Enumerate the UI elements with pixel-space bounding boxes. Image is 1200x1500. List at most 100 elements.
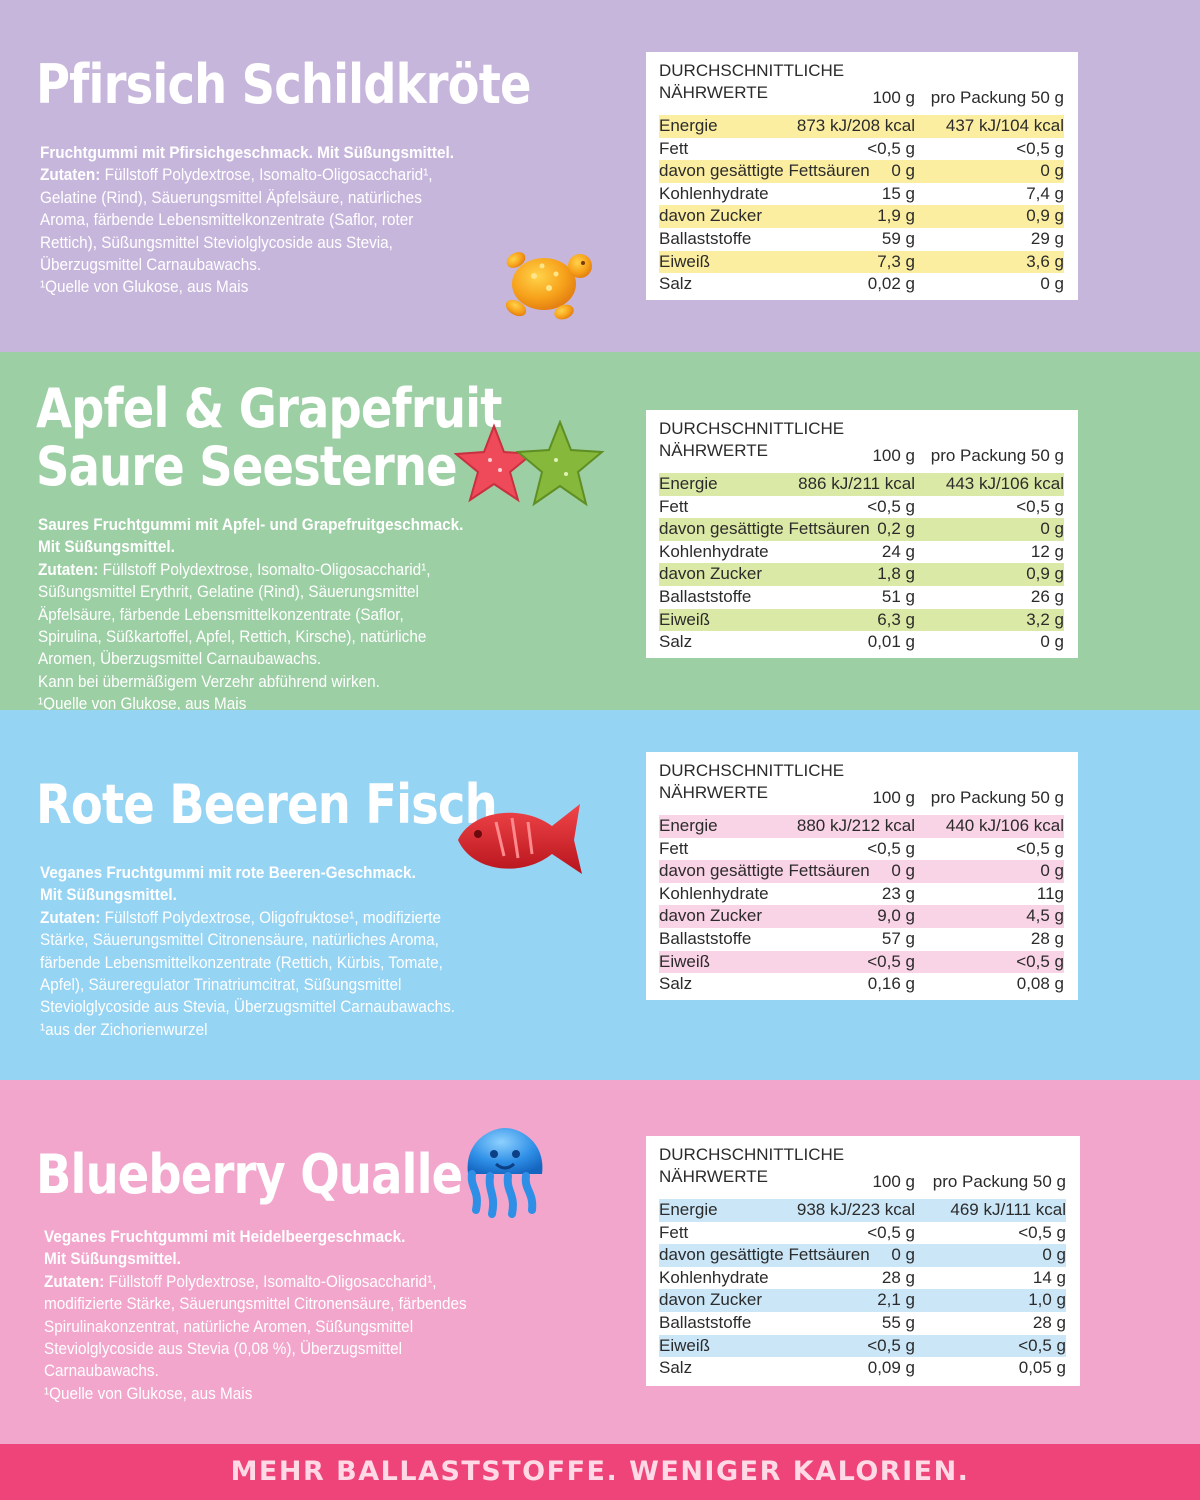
description-text: Mit Süßungsmittel. — [44, 1249, 181, 1269]
nutrition-row: Salz 0,09 g 0,05 g — [659, 1357, 1066, 1380]
nutrient-label: Ballaststoffe — [659, 928, 752, 948]
value-per-pack: <0,5 g — [1016, 838, 1064, 858]
nutrition-header-line-2: NÄHRWERTE — [659, 783, 768, 802]
value-per-100g: 0 g — [891, 861, 915, 881]
description-line: Aroma, färbende Lebensmittelkonzentrate … — [40, 209, 544, 231]
nutrition-row: Fett <0,5 g <0,5 g — [659, 1222, 1066, 1245]
nutrient-label: Energie — [659, 116, 718, 135]
value-per-100g: 0,09 g — [867, 1358, 915, 1378]
value-per-100g: 0,02 g — [867, 274, 915, 294]
nutrition-row: davon gesättigte Fettsäuren 0 g 0 g — [659, 860, 1064, 883]
nutrition-row: Ballaststoffe 57 g 28 g — [659, 928, 1064, 951]
description-text: Füllstoff Polydextrose, Isomalto-Oligosa… — [98, 559, 431, 579]
description-line: ¹aus der Zichorienwurzel — [40, 1019, 544, 1041]
description-line: Spirulinakonzentrat, natürliche Aromen, … — [44, 1316, 548, 1338]
nutrient-label: davon Zucker — [659, 1290, 762, 1310]
value-per-pack: 28 g — [1030, 928, 1064, 948]
value-per-100g: 2,1 g — [877, 1290, 915, 1310]
column-header-per-pack: pro Packung 50 g — [930, 788, 1064, 807]
description-text: Veganes Fruchtgummi mit Heidelbeergeschm… — [44, 1227, 406, 1246]
nutrient-label: Energie — [659, 1200, 718, 1219]
nutrient-label: Salz — [659, 632, 693, 652]
nutrient-label: davon gesättigte Fettsäuren — [659, 861, 870, 881]
nutrition-header-line-2: NÄHRWERTE — [659, 441, 768, 460]
value-per-pack: 7,4 g — [1026, 183, 1064, 203]
value-per-100g: 55 g — [881, 1312, 915, 1332]
description-line: Mit Süßungsmittel. — [38, 536, 542, 558]
nutrient-label: Fett — [659, 1222, 689, 1242]
description-line: Mit Süßungsmittel. — [40, 884, 544, 906]
turtle-gummy-icon — [494, 236, 598, 331]
value-per-100g: 938 kJ/223 kcal — [796, 1200, 915, 1219]
nutrient-label: Eiweiß — [659, 251, 711, 271]
nutrition-row: Salz 0,01 g 0 g — [659, 631, 1064, 654]
nutrition-row: davon Zucker 2,1 g 1,0 g — [659, 1289, 1066, 1312]
nutrient-label: Fett — [659, 838, 689, 858]
value-per-100g: <0,5 g — [867, 496, 915, 516]
nutrient-label: Salz — [659, 974, 693, 994]
product-title: Blueberry Qualle — [36, 1143, 463, 1206]
nutrition-row: Eiweiß <0,5 g <0,5 g — [659, 1334, 1066, 1358]
value-per-pack: 4,5 g — [1026, 906, 1064, 926]
nutrient-label: davon gesättigte Fettsäuren — [659, 161, 870, 181]
description-text: Aroma, färbende Lebensmittelkonzentrate … — [40, 210, 414, 230]
nutrition-table: DURCHSCHNITTLICHE NÄHRWERTE 100 g pro Packu… — [646, 1136, 1080, 1386]
value-per-pack: 1,0 g — [1028, 1290, 1066, 1310]
nutrient-label: Salz — [659, 274, 693, 294]
value-per-100g: 0,16 g — [867, 974, 915, 994]
value-per-pack: 440 kJ/106 kcal — [945, 816, 1064, 835]
value-per-pack: <0,5 g — [1016, 496, 1064, 516]
nutrition-table: DURCHSCHNITTLICHE NÄHRWERTE 100 g pro Packu… — [646, 752, 1078, 1000]
nutrition-row: Salz 0,16 g 0,08 g — [659, 973, 1064, 996]
product-title: Apfel & Grapefruit Saure Seesterne — [36, 377, 502, 498]
description-line: Spirulina, Süßkartoffel, Apfel, Rettich,… — [38, 626, 542, 648]
description-text: Apfel), Säureregulator Trinatriumcitrat,… — [40, 975, 402, 995]
value-per-pack: 0,9 g — [1026, 206, 1064, 226]
nutrient-label: Fett — [659, 138, 689, 158]
ingredients-lead: Zutaten: — [44, 1271, 105, 1291]
value-per-100g: 28 g — [881, 1267, 915, 1287]
description-line: Carnaubawachs. — [44, 1360, 548, 1382]
nutrient-label: Eiweiß — [659, 1335, 711, 1355]
nutrient-label: Ballaststoffe — [659, 586, 752, 606]
description-line: Überzugsmittel Carnaubawachs. — [40, 254, 544, 276]
product-title: Rote Beeren Fisch — [36, 773, 498, 836]
value-per-pack: 29 g — [1030, 228, 1064, 248]
value-per-pack: 26 g — [1030, 586, 1064, 606]
nutrition-row: Ballaststoffe 59 g 29 g — [659, 228, 1064, 251]
description-text: Füllstoff Polydextrose, Oligofruktose¹, … — [100, 907, 442, 927]
value-per-100g: <0,5 g — [867, 838, 915, 858]
ingredients-lead: Zutaten: — [38, 559, 99, 579]
value-per-pack: 0,9 g — [1026, 564, 1064, 584]
value-per-pack: 0 g — [1040, 861, 1064, 881]
column-header-100g: 100 g — [872, 446, 915, 465]
column-header-per-pack: pro Packung 50 g — [930, 88, 1064, 107]
nutrition-row: Ballaststoffe 55 g 28 g — [659, 1312, 1066, 1335]
value-per-100g: 57 g — [881, 928, 915, 948]
nutrient-label: Kohlenhydrate — [659, 183, 769, 203]
nutrition-header-line-1: DURCHSCHNITTLICHE — [659, 1145, 845, 1164]
column-header-per-pack: pro Packung 50 g — [932, 1172, 1066, 1191]
nutrition-row: Kohlenhydrate 15 g 7,4 g — [659, 183, 1064, 206]
description-text: Spirulina, Süßkartoffel, Apfel, Rettich,… — [38, 627, 427, 647]
description-text: Süßungsmittel Erythrit, Gelatine (Rind),… — [38, 582, 419, 602]
starfish-gummy-icon — [453, 419, 606, 517]
description-line: ¹Quelle von Glukose, aus Mais — [44, 1383, 548, 1405]
nutrition-table: DURCHSCHNITTLICHE NÄHRWERTE 100 g pro Packu… — [646, 52, 1078, 300]
nutrition-row: Energie 938 kJ/223 kcal 469 kJ/111 kcal — [659, 1199, 1066, 1222]
description-text: Spirulinakonzentrat, natürliche Aromen, … — [44, 1316, 414, 1336]
nutrition-row: Fett <0,5 g <0,5 g — [659, 838, 1064, 861]
nutrition-row: Energie 873 kJ/208 kcal 437 kJ/104 kcal — [659, 115, 1064, 138]
description-line: Kann bei übermäßigem Verzehr abführend w… — [38, 671, 542, 693]
value-per-100g: 6,3 g — [877, 609, 915, 629]
value-per-pack: 3,6 g — [1026, 251, 1064, 271]
nutrition-header-line-1: DURCHSCHNITTLICHE — [659, 419, 845, 438]
nutrition-row: davon Zucker 1,8 g 0,9 g — [659, 563, 1064, 586]
fish-gummy-icon — [452, 796, 586, 887]
description-text: Rettich), Süßungsmittel Steviolglycoside… — [40, 232, 393, 252]
description-text: Überzugsmittel Carnaubawachs. — [40, 255, 262, 275]
description-line: ¹Quelle von Glukose, aus Mais — [40, 276, 544, 298]
product-description: Veganes Fruchtgummi mit Heidelbeergeschm… — [44, 1226, 548, 1405]
nutrient-label: Energie — [659, 474, 718, 493]
nutrition-header: DURCHSCHNITTLICHE NÄHRWERTE 100 g pro Packu… — [659, 418, 1064, 473]
